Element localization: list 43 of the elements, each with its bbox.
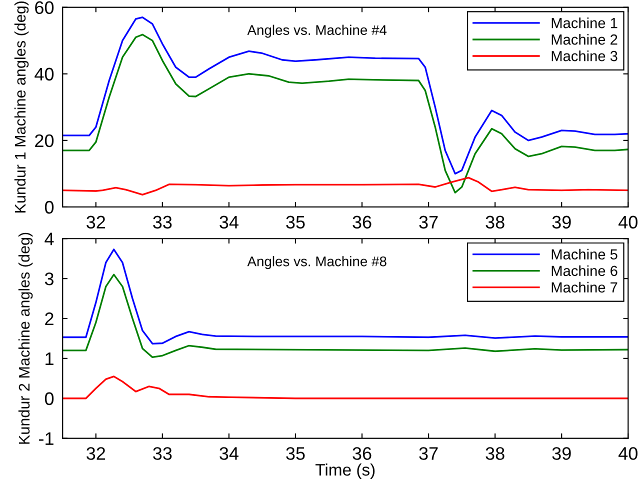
x-tick-label: 38: [486, 447, 504, 460]
y-tick-label: 20: [35, 134, 54, 148]
x-tick-label: 40: [618, 216, 638, 229]
x-tick-label: 39: [552, 447, 571, 460]
x-tick-label: 34: [220, 447, 238, 460]
y-tick-label: 40: [34, 68, 54, 81]
y-tick-label: 0: [44, 392, 54, 406]
y-tick-label: 3: [44, 272, 54, 286]
line-series: [62, 376, 628, 400]
x-tick-label: 37: [419, 216, 438, 229]
x-tick-label: 32: [86, 216, 106, 229]
x-tick-label: 40: [618, 447, 638, 460]
line-series: [62, 176, 628, 196]
y-tick-label: 60: [35, 1, 54, 14]
legend-label: Machine 3: [552, 50, 618, 62]
legend-label: Machine 1: [552, 18, 618, 28]
line-series: [62, 248, 628, 344]
x-tick-label: 38: [486, 216, 504, 229]
x-tick-label: 34: [220, 216, 238, 229]
x-tick-label: 36: [352, 447, 372, 460]
y-tick-label: 1: [46, 352, 54, 365]
x-tick-label: 35: [286, 216, 305, 229]
legend-label: Machine 7: [552, 282, 618, 293]
x-tick-label: 37: [419, 447, 438, 460]
y-tick-label: 2: [45, 312, 54, 326]
legend-label: Machine 2: [552, 34, 618, 45]
annotation: Angles vs. Machine #8: [247, 256, 386, 270]
y-tick-label: 0: [44, 200, 54, 214]
x-tick-label: 32: [86, 447, 106, 460]
line-series: [62, 16, 628, 175]
x-tick-label: 35: [286, 447, 305, 460]
y-axis-title: Kundur 2 Machine angles (deg): [18, 232, 33, 444]
x-tick-label: 33: [153, 216, 172, 229]
legend-label: Machine 6: [552, 265, 618, 276]
y-axis-title: Kundur 1 Machine angles (deg): [14, 1, 29, 212]
y-tick-label: -1: [39, 432, 54, 445]
x-tick-label: 36: [352, 216, 372, 229]
y-tick-label: 4: [44, 232, 54, 246]
x-tick-label: 33: [153, 447, 172, 460]
legend-label: Machine 5: [552, 248, 618, 260]
annotation: Angles vs. Machine #4: [247, 24, 387, 38]
x-axis-title: Time (s): [316, 463, 375, 479]
x-tick-label: 39: [552, 216, 571, 229]
